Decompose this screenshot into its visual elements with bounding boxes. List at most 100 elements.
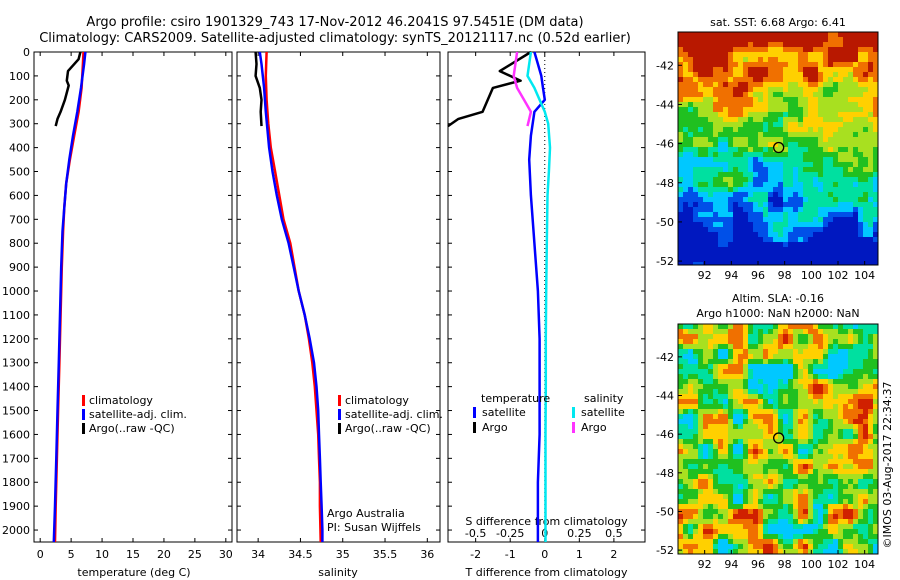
map-cell bbox=[693, 364, 698, 369]
map-cell bbox=[868, 67, 873, 72]
map-cell bbox=[723, 127, 728, 132]
map-cell bbox=[808, 529, 813, 534]
map-cell bbox=[803, 514, 808, 519]
map-cell bbox=[718, 364, 723, 369]
map-cell bbox=[873, 127, 878, 132]
map-cell bbox=[858, 232, 863, 237]
map-cell bbox=[833, 72, 838, 77]
map-cell bbox=[733, 354, 738, 359]
map-cell bbox=[708, 489, 713, 494]
map-cell bbox=[823, 454, 828, 459]
map-cell bbox=[833, 464, 838, 469]
map-cell bbox=[773, 162, 778, 167]
map-cell bbox=[793, 334, 798, 339]
map-cell bbox=[858, 262, 863, 265]
map-cell bbox=[788, 464, 793, 469]
map-cell bbox=[698, 324, 703, 329]
map-cell bbox=[763, 222, 768, 227]
map-cell bbox=[798, 534, 803, 539]
map-cell bbox=[858, 384, 863, 389]
map-cell bbox=[743, 449, 748, 454]
y-tick-label: -50 bbox=[656, 216, 674, 229]
map-cell bbox=[808, 92, 813, 97]
map-cell bbox=[743, 459, 748, 464]
map-cell bbox=[858, 57, 863, 62]
map-cell bbox=[853, 524, 858, 529]
map-cell bbox=[738, 152, 743, 157]
map-cell bbox=[783, 424, 788, 429]
map-cell bbox=[828, 519, 833, 524]
map-cell bbox=[713, 359, 718, 364]
map-cell bbox=[743, 57, 748, 62]
map-cell bbox=[848, 92, 853, 97]
map-cell bbox=[698, 544, 703, 549]
map-cell bbox=[748, 82, 753, 87]
map-cell bbox=[698, 177, 703, 182]
map-cell bbox=[808, 479, 813, 484]
map-cell bbox=[803, 549, 808, 554]
map-cell bbox=[823, 539, 828, 544]
map-cell bbox=[798, 444, 803, 449]
map-cell bbox=[793, 162, 798, 167]
map-cell bbox=[763, 384, 768, 389]
map-cell bbox=[743, 197, 748, 202]
map-cell bbox=[823, 242, 828, 247]
map-cell bbox=[738, 384, 743, 389]
map-cell bbox=[858, 107, 863, 112]
map-cell bbox=[838, 519, 843, 524]
map-cell bbox=[748, 479, 753, 484]
map-cell bbox=[843, 62, 848, 67]
map-cell bbox=[678, 479, 683, 484]
map-cell bbox=[848, 509, 853, 514]
map-cell bbox=[678, 82, 683, 87]
map-cell bbox=[803, 509, 808, 514]
map-cell bbox=[833, 87, 838, 92]
map-cell bbox=[733, 404, 738, 409]
map-cell bbox=[738, 92, 743, 97]
map-cell bbox=[808, 429, 813, 434]
map-cell bbox=[863, 544, 868, 549]
map-cell bbox=[793, 349, 798, 354]
map-cell bbox=[728, 424, 733, 429]
map-cell bbox=[733, 232, 738, 237]
map-cell bbox=[738, 127, 743, 132]
map-cell bbox=[688, 47, 693, 52]
map-cell bbox=[838, 72, 843, 77]
map-cell bbox=[818, 262, 823, 265]
map-cell bbox=[858, 444, 863, 449]
map-cell bbox=[723, 529, 728, 534]
map-cell bbox=[853, 107, 858, 112]
map-cell bbox=[688, 257, 693, 262]
map-cell bbox=[698, 369, 703, 374]
map-cell bbox=[683, 349, 688, 354]
map-cell bbox=[798, 62, 803, 67]
map-cell bbox=[838, 32, 843, 37]
map-cell bbox=[863, 409, 868, 414]
map-cell bbox=[833, 424, 838, 429]
map-cell bbox=[728, 379, 733, 384]
map-cell bbox=[718, 409, 723, 414]
map-cell bbox=[733, 112, 738, 117]
map-cell bbox=[843, 374, 848, 379]
map-cell bbox=[748, 247, 753, 252]
map-cell bbox=[853, 414, 858, 419]
map-cell bbox=[733, 257, 738, 262]
map-cell bbox=[773, 354, 778, 359]
map-cell bbox=[778, 257, 783, 262]
map-cell bbox=[798, 82, 803, 87]
map-cell bbox=[803, 524, 808, 529]
map-cell bbox=[748, 37, 753, 42]
map-cell bbox=[808, 324, 813, 329]
map-cell bbox=[748, 474, 753, 479]
map-cell bbox=[818, 242, 823, 247]
map-cell bbox=[828, 67, 833, 72]
map-cell bbox=[808, 62, 813, 67]
map-cell bbox=[683, 524, 688, 529]
map-cell bbox=[813, 489, 818, 494]
map-cell bbox=[813, 374, 818, 379]
map-cell bbox=[743, 384, 748, 389]
map-cell bbox=[698, 489, 703, 494]
map-cell bbox=[858, 504, 863, 509]
map-cell bbox=[703, 534, 708, 539]
map-cell bbox=[753, 42, 758, 47]
